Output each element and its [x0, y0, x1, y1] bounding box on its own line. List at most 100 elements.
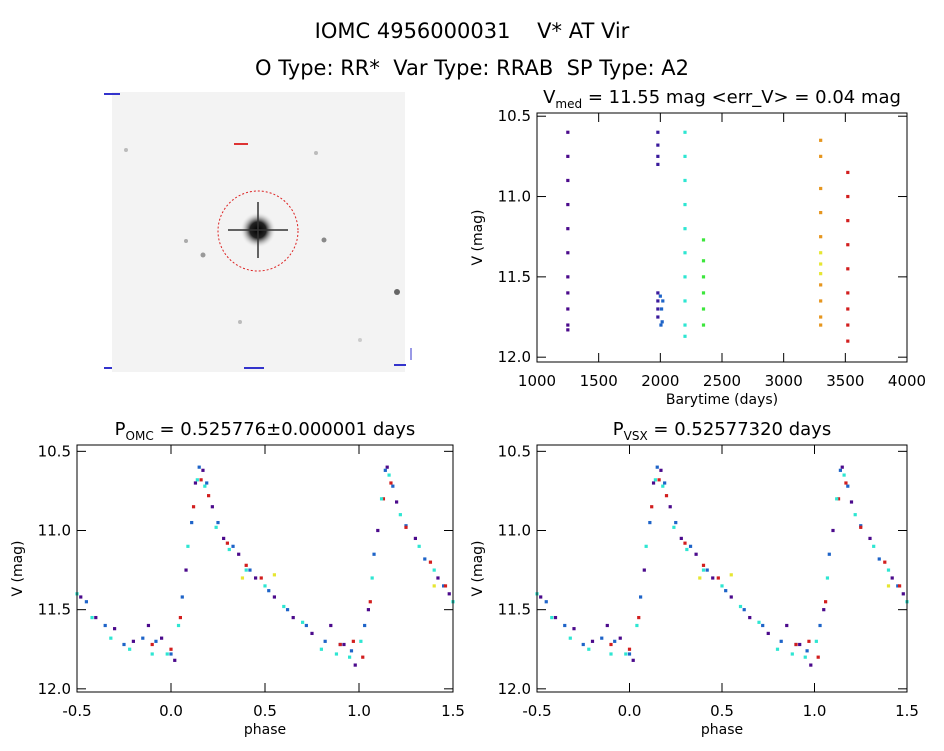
- data-point: [809, 663, 813, 667]
- data-point: [442, 584, 446, 588]
- chart-title-sub: med: [555, 97, 582, 111]
- data-point: [835, 497, 839, 501]
- data-point: [896, 584, 900, 588]
- plot-frame: [536, 112, 908, 363]
- data-point: [568, 636, 572, 640]
- data-point: [775, 647, 780, 651]
- data-point: [819, 315, 823, 319]
- data-point: [683, 130, 687, 134]
- x-tick-label: -0.5: [62, 702, 91, 720]
- data-point: [659, 307, 664, 311]
- data-point: [683, 541, 687, 545]
- data-point: [683, 275, 687, 279]
- data-point: [814, 639, 818, 643]
- data-point: [391, 484, 395, 488]
- data-point: [659, 468, 663, 472]
- y-tick-label: 12.0: [498, 680, 531, 698]
- data-point: [79, 595, 83, 599]
- data-point: [553, 615, 558, 620]
- data-point: [216, 520, 220, 525]
- data-point: [738, 604, 743, 609]
- data-point: [609, 652, 613, 656]
- figure-title: IOMC 4956000031 V* AT Vir: [315, 19, 630, 43]
- data-point: [661, 299, 665, 303]
- data-point: [683, 251, 687, 255]
- data-point: [822, 608, 826, 612]
- plot-frame: [536, 444, 908, 693]
- data-point: [122, 642, 126, 647]
- data-point: [383, 468, 387, 472]
- data-point: [282, 604, 286, 609]
- data-point: [819, 323, 823, 327]
- data-point: [267, 589, 271, 593]
- y-axis-label: V (mag): [10, 540, 26, 596]
- data-point: [694, 552, 698, 556]
- data-point: [404, 525, 408, 529]
- x-tick-label: 3500: [826, 372, 864, 390]
- chart-title-sub: OMC: [126, 429, 154, 443]
- data-point: [683, 178, 687, 183]
- data-point: [609, 642, 613, 647]
- data-point: [566, 275, 570, 279]
- data-point: [263, 584, 267, 588]
- data-point: [819, 251, 823, 255]
- data-point: [872, 544, 876, 548]
- data-point: [193, 481, 198, 485]
- data-point: [668, 505, 672, 509]
- data-point: [794, 642, 798, 647]
- data-point: [877, 557, 881, 561]
- data-point: [103, 623, 107, 628]
- data-point: [207, 494, 211, 498]
- data-point: [846, 339, 850, 343]
- data-point: [154, 639, 158, 643]
- data-point: [701, 259, 706, 263]
- data-point: [618, 636, 622, 640]
- data-point: [398, 513, 402, 517]
- data-point: [631, 658, 635, 662]
- data-point: [816, 655, 820, 659]
- data-point: [563, 623, 567, 628]
- chart-title-rest: = 0.52577320 days: [648, 419, 832, 440]
- data-point: [825, 576, 830, 580]
- data-point: [376, 528, 380, 533]
- x-tick-label: 1500: [580, 372, 618, 390]
- data-point: [566, 291, 570, 295]
- data-point: [886, 568, 891, 572]
- y-axis-label: V (mag): [470, 540, 486, 596]
- data-point: [195, 478, 199, 482]
- data-point: [683, 299, 687, 303]
- data-point: [231, 544, 235, 548]
- data-point: [385, 465, 389, 469]
- data-point: [169, 652, 173, 656]
- x-tick-label: 3000: [765, 372, 803, 390]
- data-point: [186, 544, 190, 548]
- data-point: [842, 473, 846, 477]
- data-point: [846, 323, 850, 327]
- data-point: [222, 536, 226, 541]
- data-point: [432, 584, 436, 588]
- data-point: [165, 652, 169, 656]
- data-point: [566, 328, 570, 332]
- data-point: [131, 639, 135, 643]
- data-point: [846, 194, 850, 199]
- data-point: [729, 573, 733, 577]
- data-point: [683, 323, 687, 327]
- data-point: [413, 536, 417, 541]
- data-point: [566, 251, 570, 255]
- data-point: [351, 639, 355, 643]
- data-point: [417, 544, 421, 548]
- x-tick-label: 1.5: [441, 702, 465, 720]
- chart-title-main: V: [543, 87, 556, 108]
- data-point: [550, 615, 554, 620]
- data-point: [227, 547, 231, 552]
- data-point: [656, 299, 660, 303]
- plot-frame: [76, 444, 454, 693]
- data-point: [566, 178, 570, 183]
- data-point: [248, 568, 252, 572]
- data-point: [836, 497, 841, 501]
- data-point: [90, 615, 94, 620]
- data-point: [291, 615, 295, 620]
- x-tick-label: 0.5: [710, 702, 734, 720]
- data-point: [368, 600, 372, 604]
- data-point: [819, 186, 823, 191]
